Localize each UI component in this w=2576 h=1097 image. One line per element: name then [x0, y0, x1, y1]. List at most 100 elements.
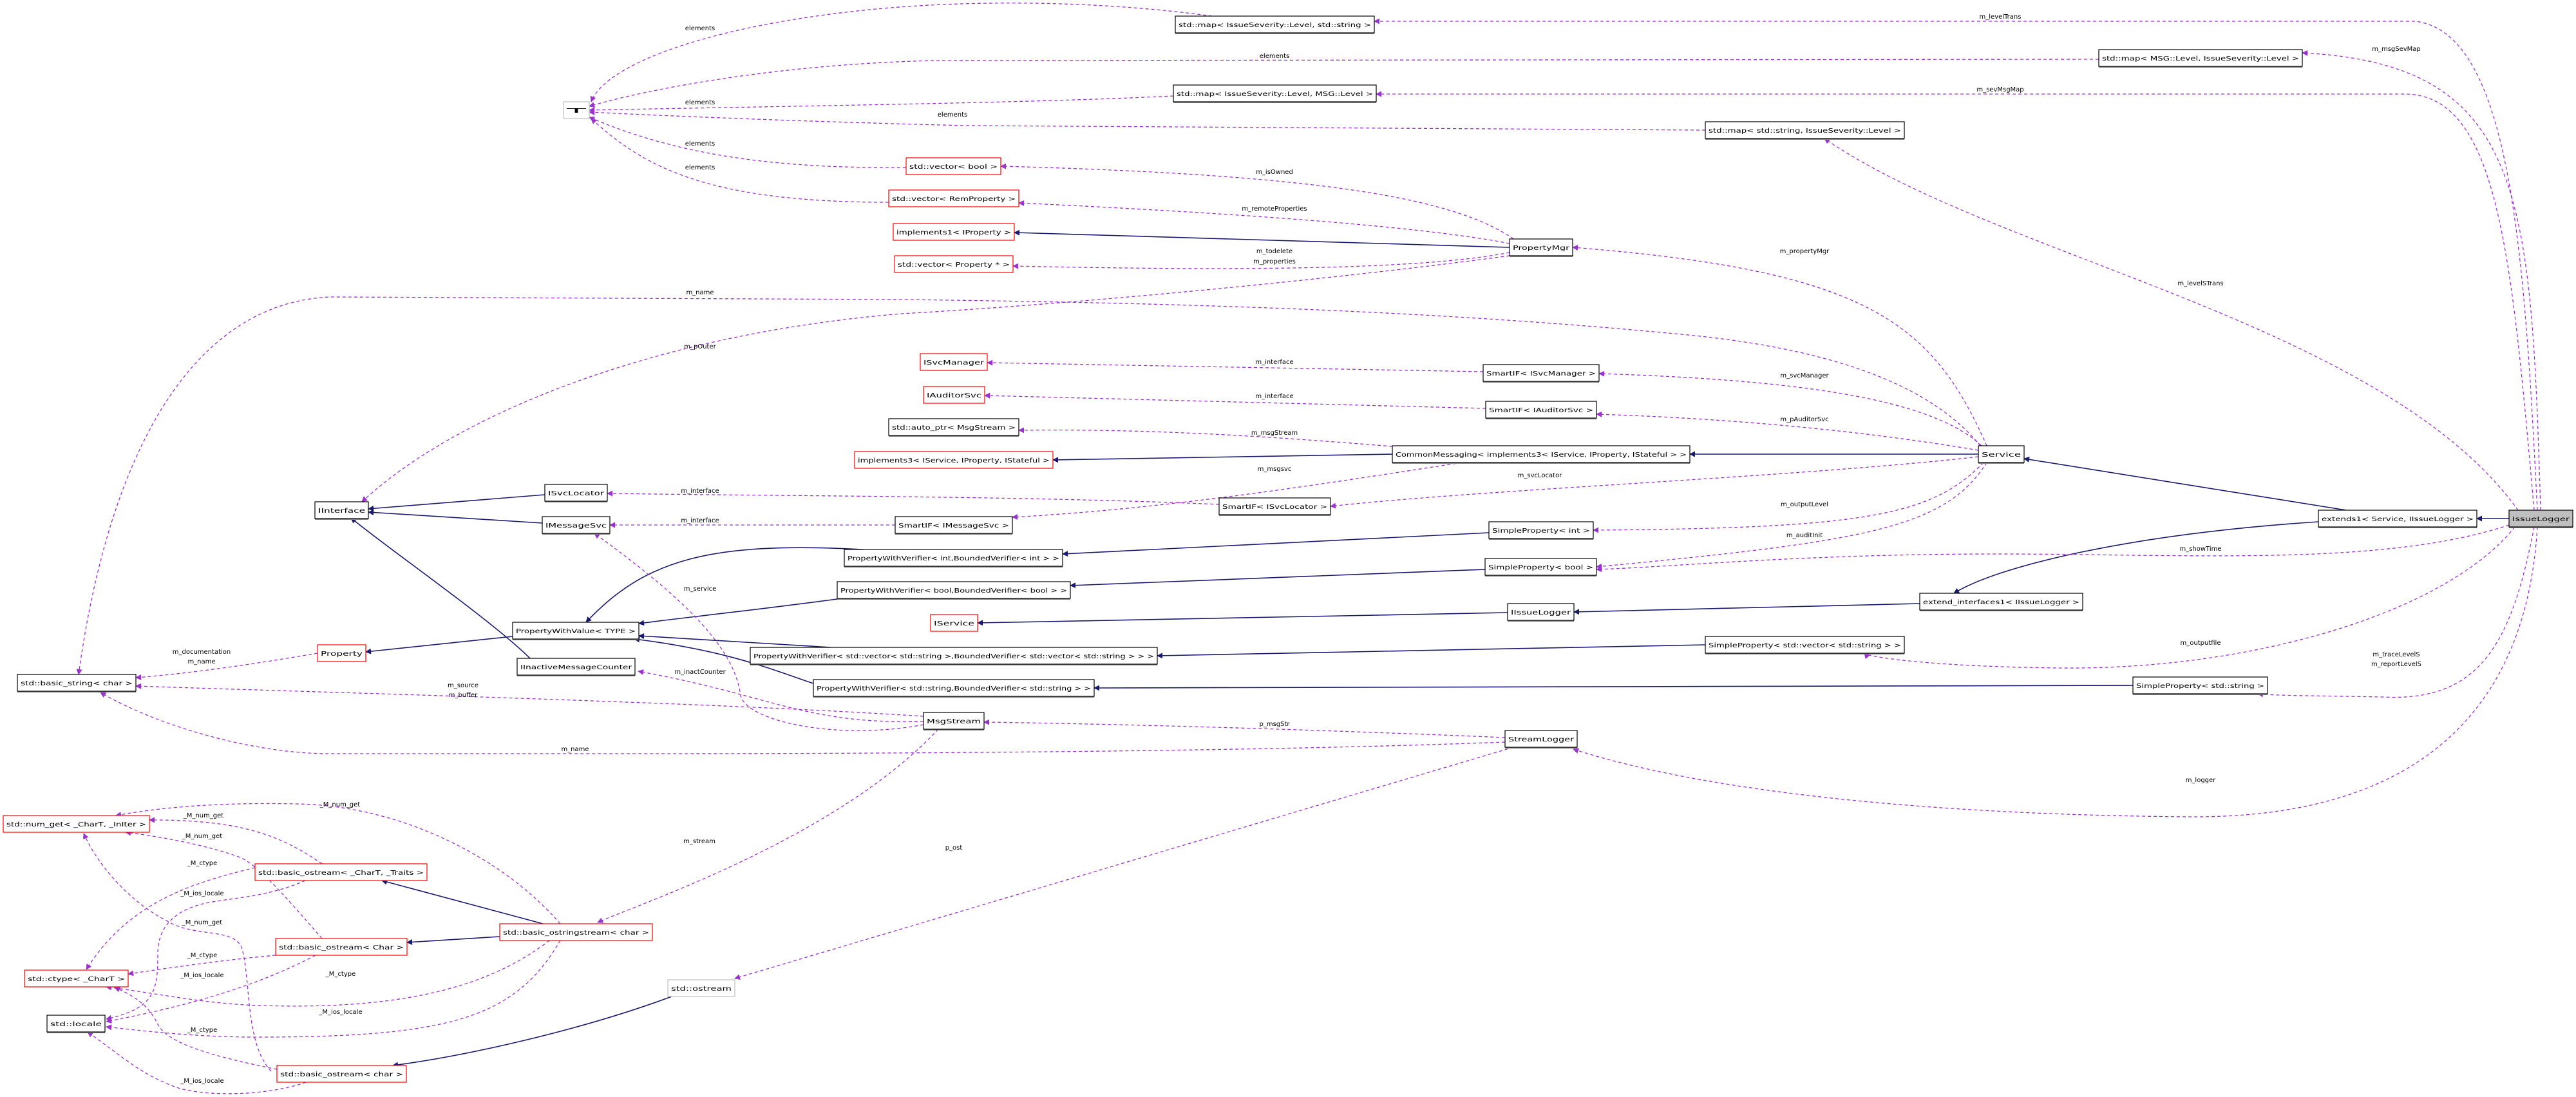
- class-node[interactable]: std::map< std::string, IssueSeverity::Le…: [1705, 121, 1905, 140]
- node-box: [317, 644, 366, 662]
- class-node[interactable]: std::locale: [46, 1015, 106, 1033]
- inheritance-edge: [368, 494, 545, 511]
- node-box: [563, 101, 590, 119]
- class-node: IssueLogger: [2508, 510, 2573, 528]
- class-node[interactable]: SmartIF< IMessageSvc >: [895, 516, 1013, 535]
- class-node[interactable]: PropertyMgr: [1509, 238, 1573, 257]
- class-node[interactable]: StreamLogger: [1504, 730, 1578, 749]
- class-node[interactable]: ISvcLocator: [544, 484, 608, 502]
- class-node[interactable]: implements3< IService, IProperty, IState…: [854, 451, 1054, 469]
- node-box: [813, 679, 1095, 697]
- usage-edge: [86, 867, 256, 970]
- class-node[interactable]: Property: [317, 644, 366, 662]
- class-node[interactable]: IInterface: [314, 501, 369, 520]
- node-box: [276, 1065, 407, 1083]
- class-node[interactable]: IService: [930, 614, 978, 632]
- node-box: [2098, 49, 2303, 67]
- node-label: IInterface: [318, 508, 365, 515]
- class-node[interactable]: PropertyWithVerifier< std::string,Bounde…: [813, 679, 1095, 698]
- node-label: IService: [934, 620, 974, 627]
- node-box: [854, 451, 1054, 469]
- class-node[interactable]: Service: [1978, 445, 2025, 464]
- usage-edge: [2302, 50, 2541, 511]
- inheritance-edge: [406, 936, 500, 945]
- node-box: [1507, 603, 1575, 621]
- edge-labels-layer: elements elements elements elements elements…: [173, 14, 2421, 1085]
- edge-label: m_logger: [2186, 777, 2216, 784]
- node-label: SmartIF< ISvcManager >: [1486, 370, 1596, 377]
- class-node[interactable]: std::vector< RemProperty >: [888, 189, 1019, 207]
- node-label: PropertyWithVerifier< std::vector< std::…: [753, 653, 1154, 660]
- usage-edge: [1018, 200, 1510, 244]
- node-label: ISvcLocator: [548, 490, 605, 497]
- node-box: [46, 1015, 106, 1033]
- node-label: std::vector< Property * >: [898, 262, 1010, 269]
- node-box: [1482, 364, 1600, 382]
- usage-edge: [1573, 526, 2538, 817]
- class-node[interactable]: PropertyWithVerifier< bool,BoundedVerifi…: [837, 581, 1071, 600]
- class-node[interactable]: SimpleProperty< bool >: [1484, 558, 1597, 577]
- usage-edge: [1374, 18, 2538, 511]
- class-node[interactable]: std::ctype< _CharT >: [24, 969, 129, 987]
- edge-label: m_isOwned: [1256, 169, 1293, 176]
- edge-label: m_name: [187, 658, 215, 665]
- inheritance-edge: [1953, 521, 2319, 594]
- class-node[interactable]: PropertyWithVerifier< int,BoundedVerifie…: [844, 549, 1063, 568]
- edge-label: _M_num_get: [183, 812, 224, 819]
- class-node[interactable]: MsgStream: [923, 712, 985, 730]
- class-node[interactable]: std::num_get< _CharT, _InIter >: [3, 815, 150, 833]
- class-node[interactable]: std::vector< Property * >: [894, 255, 1014, 273]
- class-node[interactable]: std::vector< bool >: [905, 157, 1001, 175]
- class-node[interactable]: SimpleProperty< std::string >: [2132, 676, 2268, 695]
- node-box: [888, 189, 1019, 207]
- class-node[interactable]: IInactiveMessageCounter: [516, 658, 636, 676]
- node-label: std::auto_ptr< MsgStream >: [892, 424, 1016, 432]
- class-node[interactable]: IIssueLogger: [1507, 603, 1575, 622]
- inheritance-edge: [1157, 644, 1706, 659]
- class-node[interactable]: SimpleProperty< int >: [1488, 521, 1594, 540]
- class-node[interactable]: std::basic_ostream< _CharT, _Traits >: [254, 863, 428, 881]
- class-node[interactable]: SmartIF< IAuditorSvc >: [1485, 401, 1597, 419]
- class-node[interactable]: std::basic_string< char >: [17, 674, 137, 692]
- class-node[interactable]: CommonMessaging< implements3< IService, …: [1392, 445, 1690, 464]
- node-label: T: [564, 108, 589, 115]
- class-node[interactable]: extend_interfaces1< IIssueLogger >: [1919, 593, 2083, 611]
- class-node[interactable]: PropertyWithValue< TYPE >: [512, 622, 639, 640]
- usage-edge: [987, 359, 1484, 372]
- class-node[interactable]: std::basic_ostream< char >: [276, 1065, 407, 1083]
- class-node[interactable]: SmartIF< ISvcManager >: [1482, 364, 1600, 383]
- inheritance-edge: [392, 996, 672, 1068]
- class-node[interactable]: std::map< IssueSeverity::Level, std::str…: [1175, 15, 1375, 34]
- class-node[interactable]: PropertyWithVerifier< std::vector< std::…: [750, 647, 1158, 665]
- class-node[interactable]: std::basic_ostringstream< char >: [499, 923, 653, 941]
- usage-edge: [1596, 524, 2510, 573]
- class-node[interactable]: std::map< MSG::Level, IssueSeverity::Lev…: [2098, 49, 2303, 68]
- class-node[interactable]: SmartIF< ISvcLocator >: [1218, 497, 1331, 516]
- class-node[interactable]: std::basic_ostream< Char >: [275, 938, 408, 956]
- class-node[interactable]: T: [563, 101, 590, 119]
- usage-edge: [1000, 163, 1514, 240]
- node-label: std::basic_ostream< _CharT, _Traits >: [258, 870, 424, 877]
- class-node[interactable]: std::auto_ptr< MsgStream >: [888, 418, 1019, 437]
- usage-edge: [87, 1031, 307, 1094]
- node-label: IIssueLogger: [1511, 609, 1571, 616]
- edge-label: _M_num_get: [182, 919, 223, 926]
- class-node[interactable]: IAuditorSvc: [923, 386, 985, 404]
- class-node[interactable]: IMessageSvc: [542, 516, 611, 535]
- node-box: [923, 386, 985, 404]
- class-node[interactable]: extends1< Service, IIssueLogger >: [2318, 510, 2477, 528]
- edge-label: elements: [685, 140, 715, 148]
- node-box: [905, 157, 1001, 175]
- edge-label: p_msgStr: [1259, 721, 1290, 728]
- usage-edge: [149, 817, 323, 864]
- class-node[interactable]: std::map< IssueSeverity::Level, MSG::Lev…: [1173, 84, 1377, 103]
- class-node[interactable]: ISvcManager: [920, 353, 988, 371]
- class-node[interactable]: SimpleProperty< std::vector< std::string…: [1705, 636, 1905, 654]
- inheritance-edge: [350, 517, 531, 659]
- class-node[interactable]: std::ostream: [667, 979, 735, 997]
- usage-edge: [984, 392, 1486, 409]
- node-box: [750, 647, 1158, 665]
- class-node[interactable]: implements1< IProperty >: [893, 223, 1015, 241]
- usage-edge: [1376, 91, 2535, 511]
- usage-edge: [1572, 245, 1987, 446]
